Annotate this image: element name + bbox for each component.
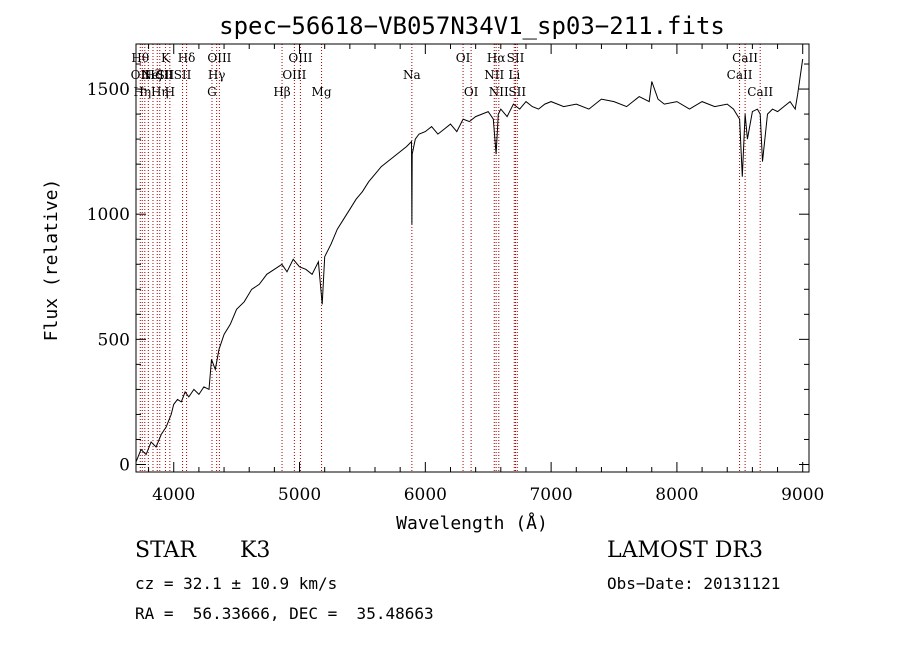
y-tick-label-0: 0 [119,455,130,475]
y-tick-label-2: 1000 [87,205,130,225]
line-label-21-0: NII [484,68,504,82]
line-label-1-0: Hη [133,85,151,99]
spectral-line-markers [139,44,761,472]
redshift-cz: cz = 32.1 ± 10.9 km/s [135,574,338,593]
line-label-16-0: OIII [288,51,312,65]
survey-name: LAMOST DR3 [607,538,763,563]
spectrum-series-line [135,58,804,463]
line-label-27-0: CaII [727,68,753,82]
x-tick-label-3: 7000 [529,485,572,505]
line-label-14-0: Hβ [273,85,290,99]
x-tick-label-4: 8000 [655,485,698,505]
y-axis-label: Flux (relative) [41,179,62,342]
line-label-24-0: Li [508,68,520,82]
line-label-7-1: SII [157,68,175,82]
x-axis-label: Wavelength (Å) [396,512,548,534]
line-label-5-0: NeIII [141,68,173,82]
spectral-line-labels: HθOIIHηHζNeIIIHηKSIIHSIIHδGHγOIIIHβOIIIO… [131,51,774,99]
x-axis-ticks: 4000 5000 6000 7000 8000 9000 [148,44,824,505]
y-axis-ticks: 0 500 1000 1500 [87,63,809,475]
line-label-10-0: Hδ [178,51,196,65]
line-label-25-0: SII [507,51,525,65]
y-tick-label-3: 1500 [87,80,130,100]
coordinates: RA = 56.33666, DEC = 35.48663 [135,604,434,623]
line-label-4-0: Hζ [144,68,161,82]
line-label-23-0: NII [489,85,509,99]
x-tick-label-2: 6000 [404,485,447,505]
line-label-6-0: Hη [151,85,169,99]
y-tick-label-1: 500 [98,330,130,350]
line-label-22-0: Hα [487,51,506,65]
x-tick-label-5: 9000 [781,485,824,505]
line-label-7-0: K [161,51,171,65]
x-tick-label-1: 5000 [278,485,321,505]
object-subclass: K3 [240,538,271,563]
line-label-8-0: H [165,85,175,99]
line-label-15-0: OIII [282,68,306,82]
line-label-17-0: Mg [312,85,332,99]
line-label-11-0: G [207,85,217,99]
line-label-29-0: CaII [747,85,773,99]
line-label-26-0: SII [508,85,526,99]
object-class: STAR [135,538,196,563]
plot-frame [135,43,810,473]
line-label-9-0: SII [174,68,192,82]
line-label-13-0: OIII [207,51,231,65]
line-label-12-0: Hγ [208,68,226,82]
chart-title: spec−56618−VB057N34V1_sp03−211.fits [219,12,725,40]
line-label-0-0: Hθ [131,51,149,65]
line-label-19-0: OI [456,51,471,65]
line-label-28-0: CaII [732,51,758,65]
x-tick-label-0: 4000 [152,485,195,505]
observation-date: Obs−Date: 20131121 [607,574,781,593]
line-label-18-0: Na [403,68,421,82]
line-label-20-0: OI [464,85,479,99]
